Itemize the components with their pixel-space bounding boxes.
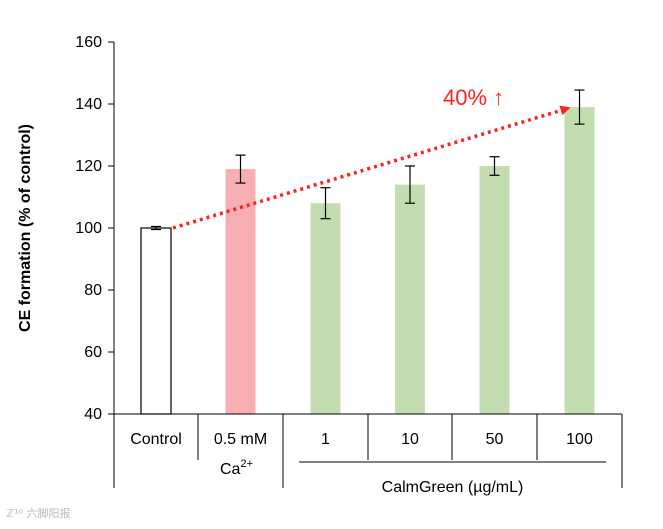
bar-5 bbox=[564, 107, 595, 414]
category-label-2: 1 bbox=[321, 431, 330, 448]
category-label-4: 50 bbox=[486, 431, 504, 448]
category-label-3: 10 bbox=[401, 431, 419, 448]
bar-0 bbox=[140, 227, 172, 415]
category-label-1: 0.5 mM bbox=[214, 431, 267, 448]
watermark: ℤ¹⁰ 六脚阳报 bbox=[6, 507, 71, 520]
category-label-5: 100 bbox=[566, 431, 593, 448]
y-tick-label: 120 bbox=[75, 158, 102, 175]
y-tick-label: 40 bbox=[84, 406, 102, 423]
category-label-0: Control bbox=[130, 431, 182, 448]
category-sublabel-1: Ca2+ bbox=[220, 458, 253, 478]
trend-arrow bbox=[172, 105, 571, 230]
y-tick-label: 160 bbox=[75, 34, 102, 51]
bar-4 bbox=[479, 166, 510, 414]
category-superscript-1: 2+ bbox=[240, 458, 253, 470]
y-tick-label: 100 bbox=[75, 220, 102, 237]
bar-2 bbox=[310, 203, 341, 414]
bar-1 bbox=[225, 169, 256, 414]
group-label: CalmGreen (µg/mL) bbox=[382, 479, 524, 496]
up-arrow-icon: ↑ bbox=[493, 85, 504, 110]
annotation-label: 40% ↑ bbox=[443, 85, 504, 110]
y-tick-label: 140 bbox=[75, 96, 102, 113]
bar-3 bbox=[395, 184, 425, 414]
y-tick-label: 60 bbox=[84, 344, 102, 361]
y-tick-label: 80 bbox=[84, 282, 102, 299]
y-axis-title: CE formation (% of control) bbox=[17, 124, 34, 332]
